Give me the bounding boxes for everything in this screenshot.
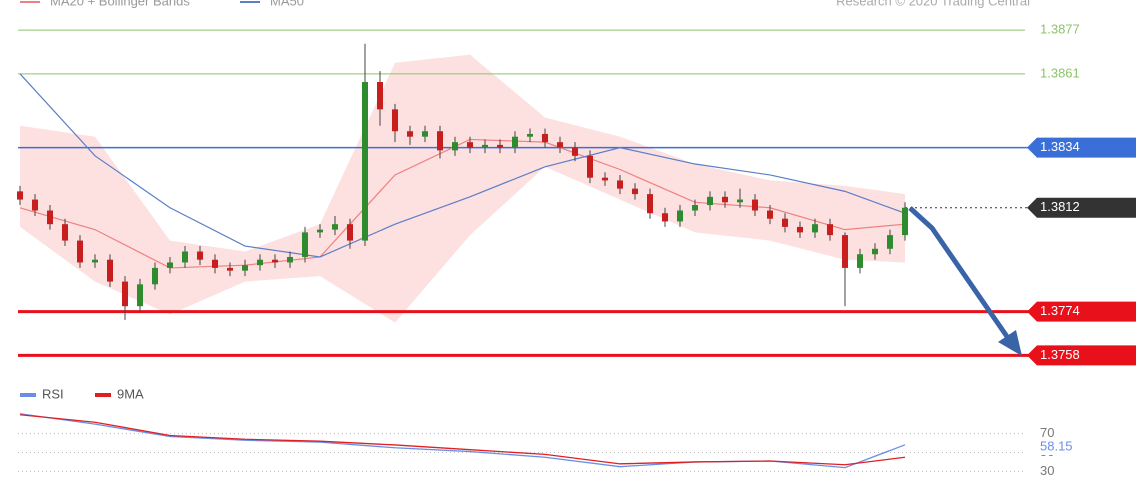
y-tick-label: 30	[1040, 463, 1054, 478]
candle-body	[557, 142, 563, 148]
candle-body	[377, 82, 383, 110]
candle-body	[677, 210, 683, 222]
candle-body	[422, 131, 428, 137]
level-label-box	[1027, 301, 1136, 322]
forecast-arrowhead	[998, 330, 1022, 356]
level-label-box	[1027, 345, 1136, 366]
candle-body	[707, 196, 713, 206]
candle-body	[152, 267, 158, 285]
level-label: 1.3758	[1040, 347, 1080, 362]
candle-body	[857, 254, 863, 268]
candle-body	[437, 131, 443, 151]
candle-body	[692, 205, 698, 211]
candle-body	[662, 213, 668, 222]
forecast-arrow	[908, 206, 1011, 340]
candle-body	[167, 262, 173, 268]
candle-body	[137, 284, 143, 307]
candle-body	[527, 133, 533, 137]
level-label: 1.3812	[1040, 199, 1080, 214]
candle-body	[227, 267, 233, 271]
legend-label: MA50	[270, 0, 304, 8]
level-label: 1.3834	[1040, 139, 1080, 154]
candle-body	[782, 218, 788, 227]
candle-body	[47, 210, 53, 225]
source: Research © 2020 Trading Central	[836, 0, 1030, 8]
candle-body	[317, 229, 323, 233]
candle-body	[17, 191, 23, 200]
candle-body	[287, 256, 293, 263]
candle-body	[182, 251, 188, 263]
candle-body	[467, 142, 473, 148]
candle-body	[482, 144, 488, 148]
candle-body	[737, 199, 743, 203]
candle-body	[392, 109, 398, 132]
candle-body	[452, 142, 458, 151]
candle-body	[902, 207, 908, 236]
legend-label: RSI	[42, 386, 64, 401]
candle-body	[302, 232, 308, 257]
level-label-box	[1027, 137, 1136, 158]
candle-body	[332, 224, 338, 230]
candle-body	[497, 144, 503, 148]
level-label: 1.3774	[1040, 303, 1080, 318]
candle-body	[407, 131, 413, 137]
y-tick-label: 70	[1040, 425, 1054, 440]
candle-body	[767, 210, 773, 219]
candle-body	[812, 224, 818, 233]
legend-label: MA20 + Bollinger Bands	[50, 0, 190, 8]
candle-body	[752, 199, 758, 211]
candle-body	[257, 259, 263, 266]
candle-body	[632, 188, 638, 195]
candle-body	[872, 248, 878, 255]
candle-body	[512, 136, 518, 148]
candle-body	[32, 199, 38, 211]
candle-body	[272, 259, 278, 263]
moving-average	[19, 73, 906, 258]
candle-body	[842, 235, 848, 268]
candle-body	[62, 224, 68, 241]
level-label: 1.3861	[1040, 65, 1080, 80]
candle-body	[362, 82, 368, 241]
legend-label: 9MA	[117, 386, 144, 401]
rsi-value-label: 58.15	[1040, 438, 1073, 453]
indicator-line	[19, 414, 906, 466]
candle-body	[572, 147, 578, 156]
bollinger-band	[20, 54, 905, 323]
candle-body	[212, 259, 218, 268]
candle-body	[77, 240, 83, 263]
candle-body	[92, 259, 98, 263]
candle-body	[722, 196, 728, 203]
indicator-line	[19, 413, 906, 469]
candle-body	[242, 265, 248, 271]
level-label-box	[1027, 197, 1136, 218]
candle-body	[602, 177, 608, 181]
candle-body	[587, 155, 593, 178]
candle-body	[197, 251, 203, 260]
candle-body	[107, 259, 113, 282]
candle-body	[122, 281, 128, 307]
level-label: 1.3877	[1040, 22, 1080, 37]
candle-body	[347, 224, 353, 241]
candle-body	[647, 194, 653, 214]
candle-body	[797, 226, 803, 233]
candle-body	[617, 180, 623, 189]
candle-body	[827, 224, 833, 236]
candle-body	[542, 133, 548, 143]
value-label-bg	[1036, 439, 1086, 455]
candle-body	[887, 235, 893, 249]
